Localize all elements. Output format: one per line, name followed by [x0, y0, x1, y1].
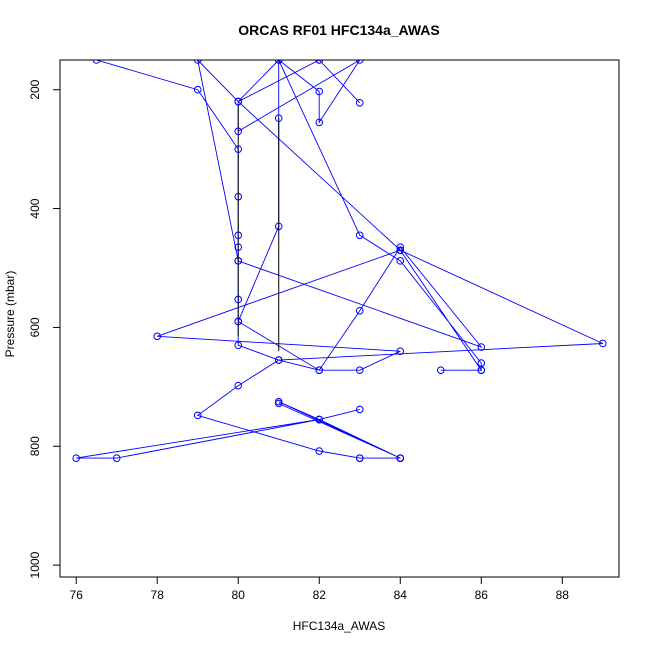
data-point — [355, 98, 364, 107]
data-point — [234, 317, 243, 326]
data-point — [193, 411, 202, 420]
x-tick-label: 84 — [394, 588, 408, 602]
x-tick-label: 78 — [151, 588, 165, 602]
data-point — [234, 192, 243, 201]
series-line-1 — [76, 60, 603, 459]
x-tick-label: 88 — [556, 588, 570, 602]
plot-lines — [76, 60, 603, 459]
x-tick-label: 86 — [475, 588, 489, 602]
data-point — [234, 127, 243, 136]
data-point — [234, 97, 243, 106]
data-point — [234, 243, 243, 251]
data-point — [396, 246, 405, 254]
data-point — [234, 295, 243, 304]
y-tick-label: 400 — [28, 198, 42, 218]
data-point — [315, 118, 324, 127]
plot-frame — [59, 59, 620, 578]
data-point — [598, 339, 607, 348]
data-point — [355, 231, 364, 240]
data-point — [153, 332, 162, 341]
data-point — [396, 243, 405, 251]
data-point — [396, 257, 405, 265]
data-point — [274, 356, 283, 364]
x-tick-label: 80 — [232, 588, 246, 602]
data-point — [234, 145, 243, 153]
x-tick-label: 76 — [70, 588, 84, 602]
data-point — [436, 366, 445, 375]
chart-title: ORCAS RF01 HFC134a_AWAS — [238, 22, 440, 38]
x-axis: 76 78 80 82 84 86 88 — [70, 576, 570, 602]
x-tick-label: 82 — [313, 588, 327, 602]
data-point — [274, 114, 283, 123]
data-point — [234, 257, 243, 265]
data-point — [355, 306, 364, 315]
data-point — [477, 366, 486, 375]
data-point — [274, 222, 283, 231]
data-point — [477, 359, 486, 367]
data-point — [396, 347, 405, 355]
data-point — [355, 366, 364, 375]
data-point — [315, 87, 324, 96]
x-axis-label: HFC134a_AWAS — [293, 619, 385, 633]
data-point — [396, 454, 405, 462]
y-tick-label: 800 — [28, 436, 42, 456]
data-point — [355, 454, 364, 462]
data-point — [234, 341, 243, 350]
data-point — [193, 85, 202, 94]
y-tick-label: 600 — [28, 317, 42, 337]
data-point — [315, 366, 324, 375]
series-line-2 — [237, 60, 361, 133]
data-point — [112, 454, 121, 462]
y-axis: 200 400 600 800 1000 — [28, 79, 61, 578]
data-point — [274, 399, 283, 408]
data-point — [72, 454, 81, 462]
plot-points — [72, 60, 607, 462]
data-point — [477, 343, 486, 351]
y-axis-label: Pressure (mbar) — [3, 271, 17, 358]
data-point — [355, 405, 364, 414]
data-point — [315, 447, 324, 455]
data-point — [234, 381, 243, 390]
data-point — [315, 415, 324, 424]
y-tick-label: 1000 — [28, 551, 42, 578]
y-tick-label: 200 — [28, 79, 42, 99]
data-point — [234, 231, 243, 240]
